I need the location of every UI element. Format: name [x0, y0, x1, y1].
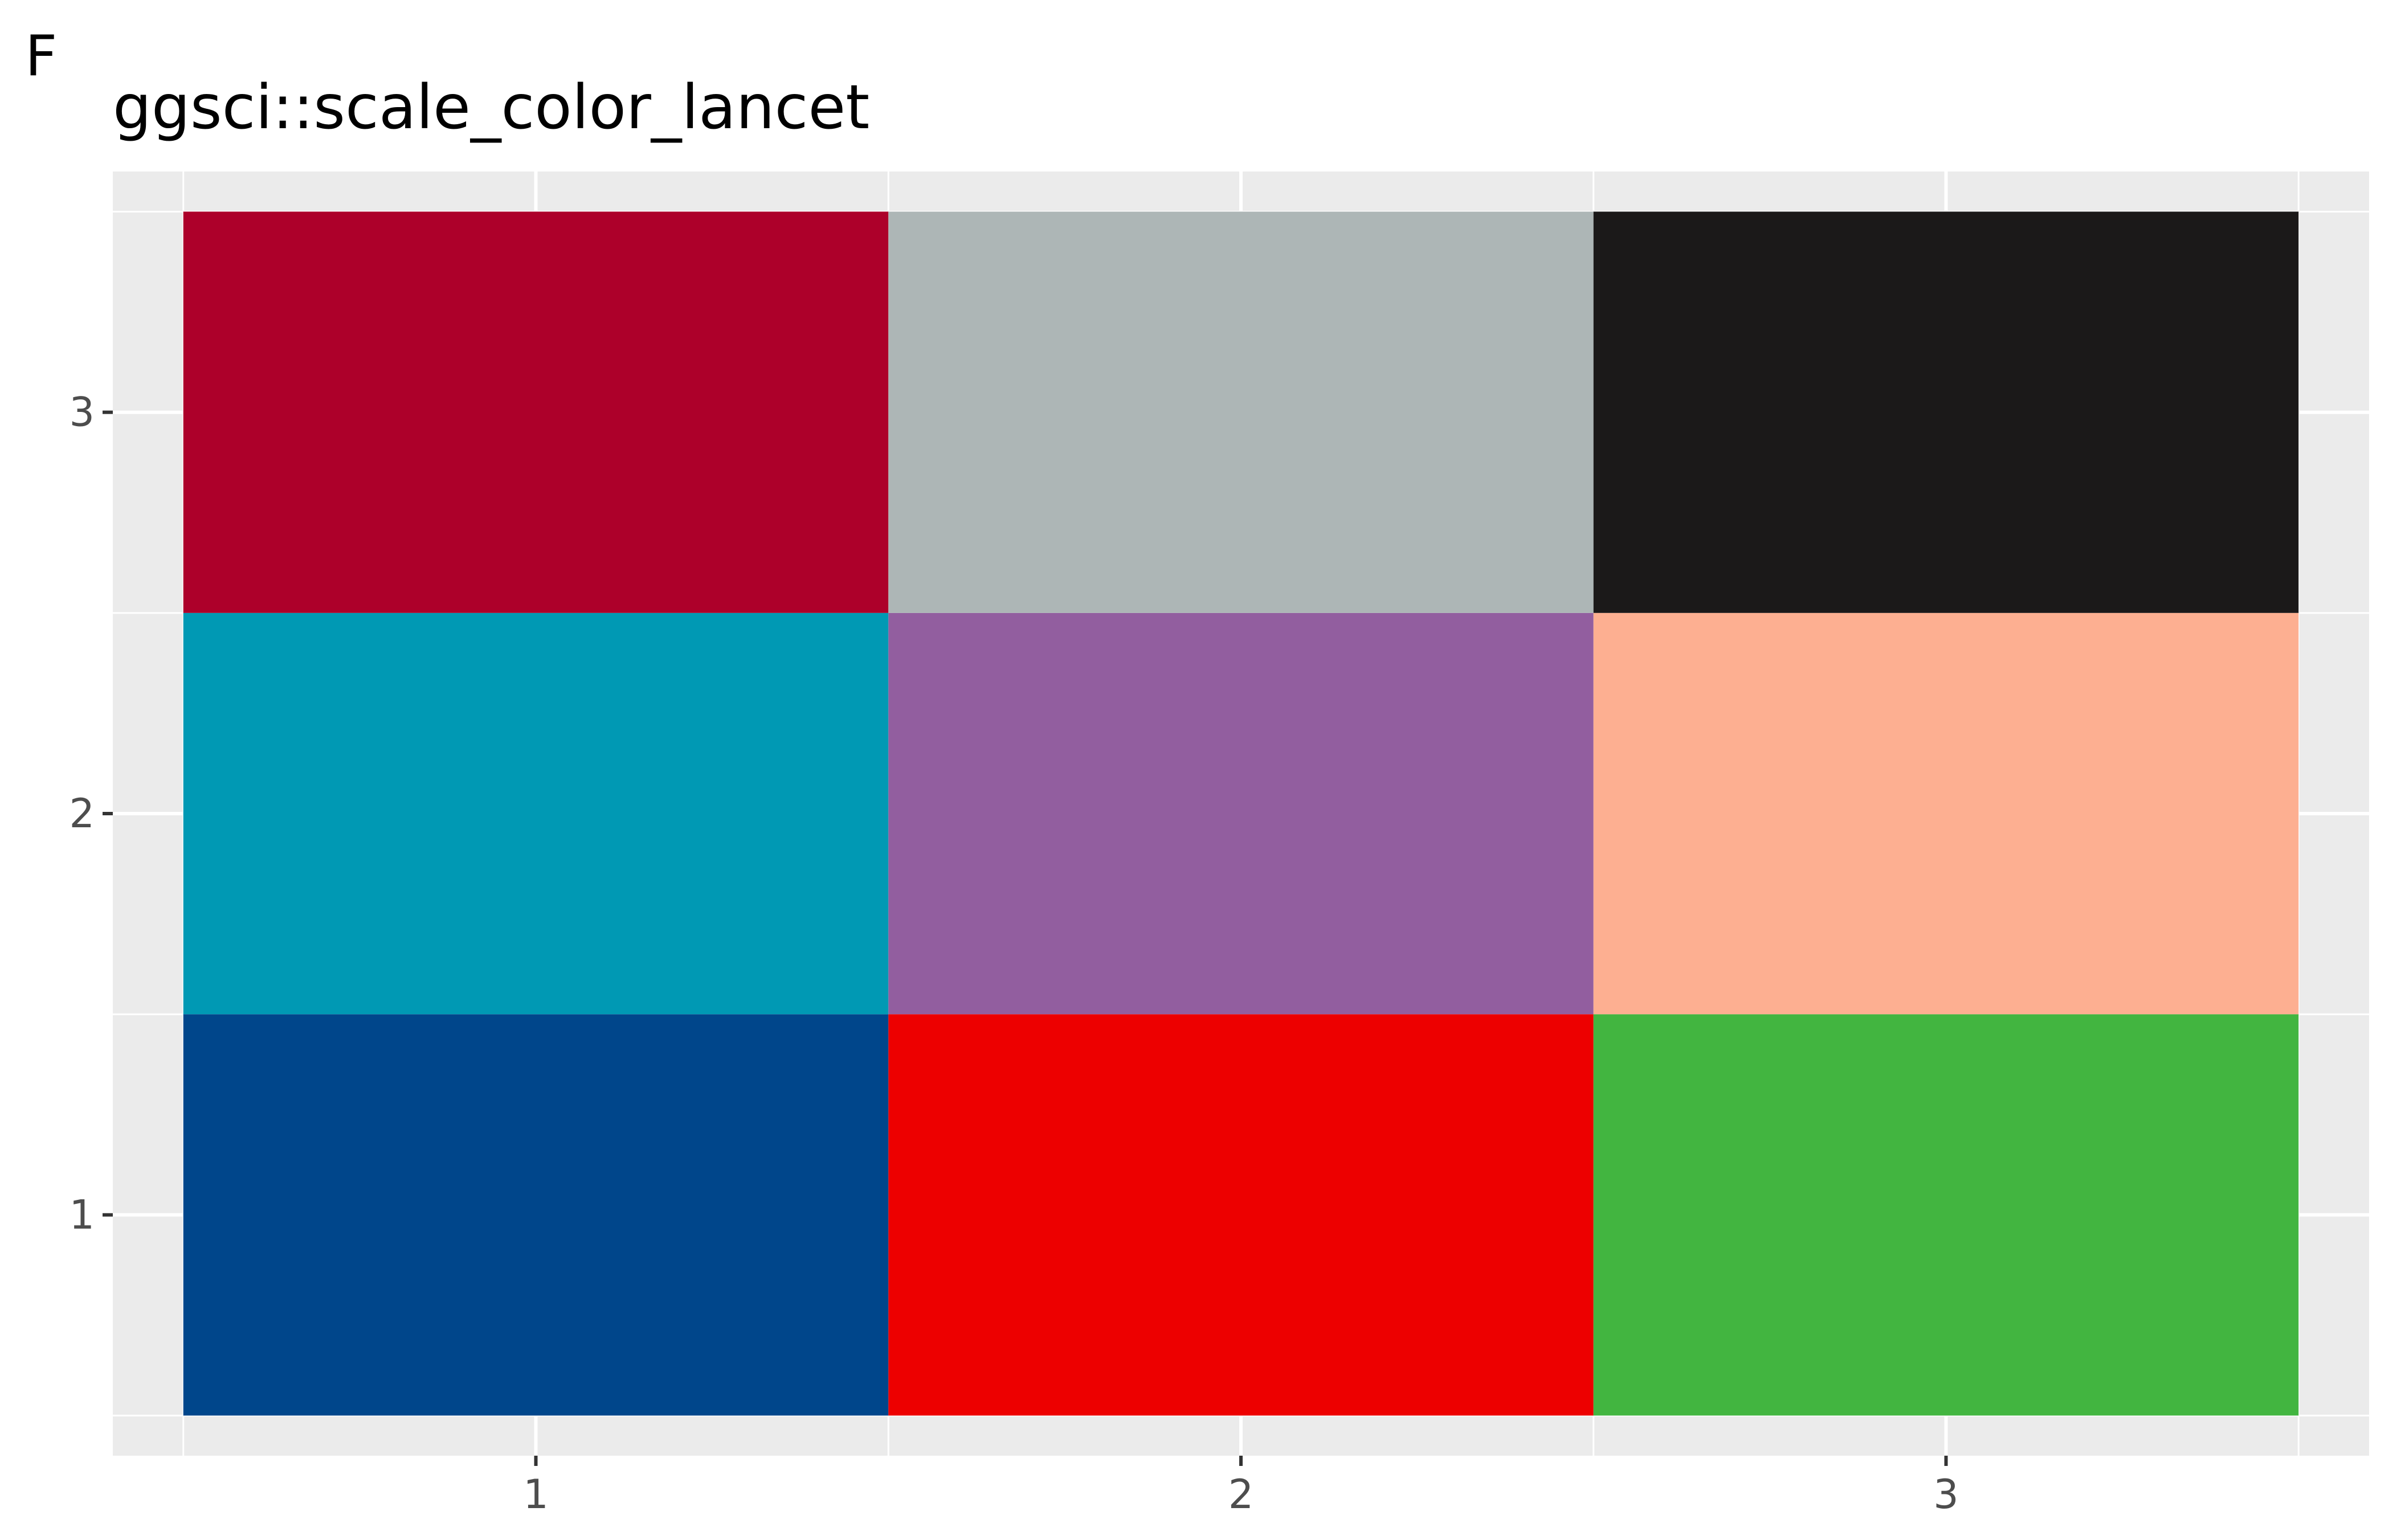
y-axis: 1 2 3 [69, 389, 113, 1238]
chart-title: ggsci::scale_color_lancet [113, 72, 869, 143]
heatmap-cell [1593, 211, 2299, 613]
x-tick-label: 3 [1933, 1471, 1959, 1518]
panel-tag: F [25, 24, 57, 89]
plot-panel [113, 171, 2369, 1456]
heatmap-cell [888, 1014, 1594, 1416]
y-tick-label: 3 [69, 389, 95, 436]
heatmap-cell [888, 211, 1594, 613]
x-tick-label: 1 [523, 1471, 549, 1518]
y-tick-label: 1 [69, 1191, 95, 1238]
heatmap-cell [183, 612, 889, 1015]
heatmap-cell [1593, 1014, 2299, 1416]
heatmap-cell [888, 612, 1594, 1015]
heatmap-cell [183, 1014, 889, 1416]
heatmap-cell [183, 211, 889, 613]
heatmap-cell [1593, 612, 2299, 1015]
y-tick-label: 2 [69, 790, 95, 837]
x-tick-label: 2 [1228, 1471, 1254, 1518]
x-axis: 1 2 3 [523, 1456, 1959, 1518]
